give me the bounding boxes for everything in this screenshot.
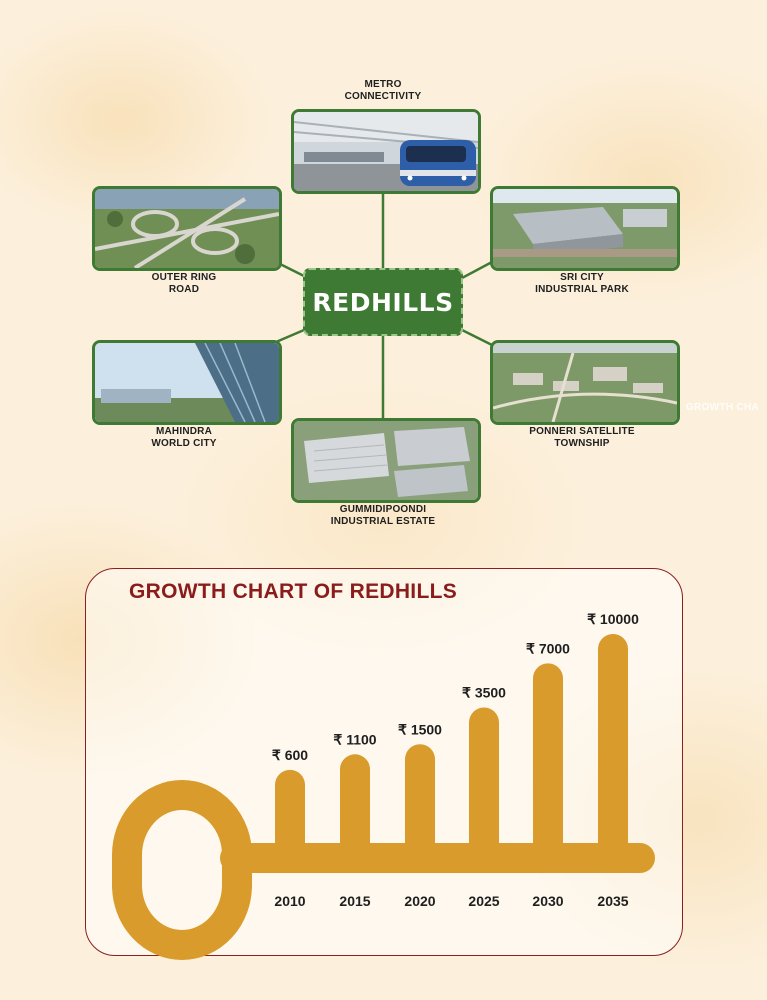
value-label-2030: ₹ 7000: [526, 640, 570, 656]
connector-sricity: [461, 260, 493, 280]
hub-redhills: REDHILLS: [303, 268, 463, 336]
gummidipoondi-label: GUMMIDIPOONDI INDUSTRIAL ESTATE: [330, 504, 436, 527]
ponneri-label: PONNERI SATELLITE TOWNSHIP: [529, 426, 635, 449]
connector-mahindra: [275, 328, 305, 344]
metro-label: METRO CONNECTIVITY: [344, 79, 422, 102]
mahindra-label: MAHINDRA WORLD CITY: [151, 426, 217, 449]
chart-title: GROWTH CHART OF REDHILLS: [129, 580, 458, 603]
clipped-side-text: GROWTH CHA: [686, 402, 759, 413]
key-ring: [112, 780, 252, 960]
value-label-2015: ₹ 1100: [333, 731, 376, 747]
growth-chart-frame: [85, 568, 683, 956]
sricity-photo: [490, 186, 680, 271]
year-label-2025: 2025: [468, 893, 499, 909]
value-label-2025: ₹ 3500: [462, 685, 506, 701]
metro-photo: [291, 109, 481, 194]
sricity-label: SRI CITY INDUSTRIAL PARK: [535, 272, 629, 295]
year-label-2020: 2020: [404, 893, 435, 909]
value-label-2010: ₹ 600: [272, 747, 308, 763]
orr-photo: [92, 186, 282, 271]
connector-ponneri: [461, 328, 493, 347]
key-bow: [112, 780, 655, 960]
mahindra-photo: [92, 340, 282, 425]
value-label-2020: ₹ 1500: [398, 721, 442, 737]
hub-label: REDHILLS: [312, 287, 454, 317]
orr-label: OUTER RING ROAD: [151, 272, 217, 295]
year-label-2015: 2015: [339, 893, 370, 909]
gummidipoondi-photo: [291, 418, 481, 503]
ponneri-photo: [490, 340, 680, 425]
year-label-2010: 2010: [274, 893, 305, 909]
value-label-2035: ₹ 10000: [587, 611, 639, 627]
year-label-2035: 2035: [597, 893, 628, 909]
year-label-2030: 2030: [532, 893, 563, 909]
